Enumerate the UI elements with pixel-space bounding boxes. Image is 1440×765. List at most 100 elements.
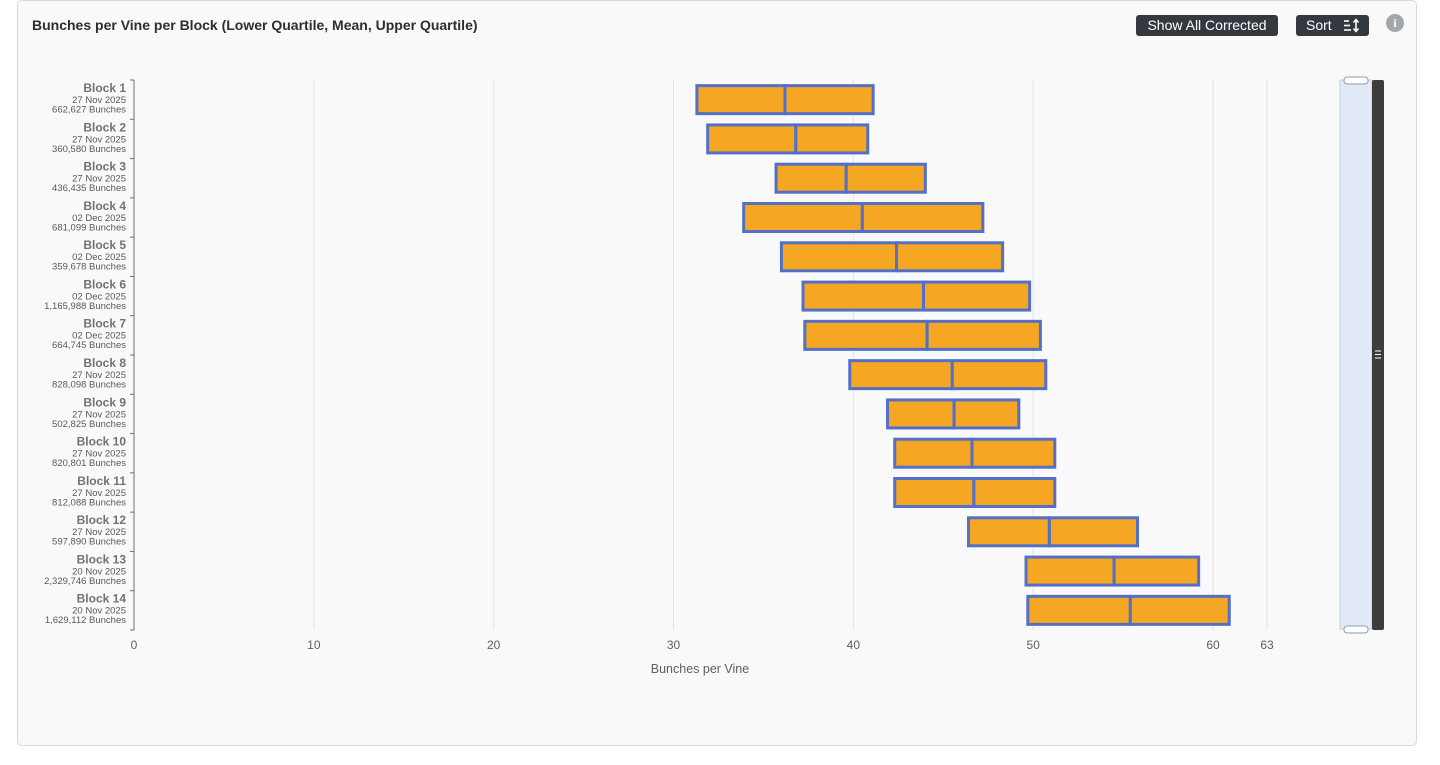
- upper-quartile-segment[interactable]: [1112, 555, 1201, 587]
- category-date: 02 Dec 2025: [72, 331, 126, 342]
- category-label: Block 1: [83, 81, 126, 95]
- category-label: Block 10: [77, 435, 127, 449]
- lower-quartile-segment[interactable]: [893, 437, 974, 469]
- upper-quartile-segment[interactable]: [972, 477, 1057, 508]
- category-date: 02 Dec 2025: [72, 291, 126, 302]
- upper-quartile-segment[interactable]: [794, 123, 870, 155]
- category-bunches: 359,678 Bunches: [52, 262, 126, 273]
- range-bar[interactable]: [774, 162, 927, 194]
- x-tick-label: 20: [487, 638, 501, 652]
- lower-quartile-segment[interactable]: [803, 319, 929, 351]
- chart-title: Bunches per Vine per Block (Lower Quarti…: [32, 17, 478, 33]
- range-bar[interactable]: [706, 123, 870, 155]
- grip-icon[interactable]: [1375, 350, 1381, 359]
- category-bunches: 1,629,112 Bunches: [45, 615, 126, 626]
- x-tick-label: 63: [1260, 638, 1274, 652]
- upper-quartile-segment[interactable]: [950, 359, 1048, 391]
- lower-quartile-segment[interactable]: [779, 241, 899, 273]
- upper-quartile-segment[interactable]: [860, 202, 985, 233]
- range-bar[interactable]: [1026, 594, 1231, 626]
- category-label: Block 7: [83, 317, 126, 331]
- sort-icon: [1344, 18, 1360, 33]
- category-date: 27 Nov 2025: [72, 488, 126, 499]
- range-bar[interactable]: [803, 319, 1042, 351]
- range-bar[interactable]: [886, 398, 1021, 430]
- lower-quartile-segment[interactable]: [742, 202, 864, 233]
- info-icon[interactable]: i: [1386, 14, 1404, 32]
- category-date: 27 Nov 2025: [72, 174, 126, 185]
- category-bunches: 502,825 Bunches: [52, 419, 126, 430]
- category-bunches: 597,890 Bunches: [52, 537, 126, 548]
- range-bar[interactable]: [966, 516, 1140, 548]
- category-date: 02 Dec 2025: [72, 252, 126, 263]
- category-bunches: 1,165,988 Bunches: [44, 301, 126, 312]
- category-date: 02 Dec 2025: [72, 213, 126, 224]
- category-date: 27 Nov 2025: [72, 449, 126, 460]
- upper-quartile-segment[interactable]: [1128, 594, 1231, 626]
- category-date: 20 Nov 2025: [72, 606, 126, 617]
- category-label: Block 6: [83, 277, 126, 291]
- x-axis-ticks: 0 10 20 30 40 50 60 63: [131, 638, 1274, 652]
- category-bunches: 664,745 Bunches: [52, 340, 126, 351]
- upper-quartile-segment[interactable]: [922, 280, 1032, 312]
- lower-quartile-segment[interactable]: [893, 477, 976, 508]
- lower-quartile-segment[interactable]: [774, 162, 848, 194]
- upper-quartile-segment[interactable]: [952, 398, 1021, 430]
- navigator-bottom-handle[interactable]: [1343, 625, 1369, 634]
- category-label: Block 12: [77, 513, 127, 527]
- range-bar[interactable]: [695, 84, 875, 116]
- show-all-corrected-button[interactable]: Show All Corrected: [1136, 15, 1278, 36]
- x-tick-label: 60: [1206, 638, 1220, 652]
- grid-lines: [313, 80, 1268, 630]
- category-date: 27 Nov 2025: [72, 527, 126, 538]
- upper-quartile-segment[interactable]: [970, 437, 1057, 469]
- lower-quartile-segment[interactable]: [706, 123, 798, 155]
- navigator-window[interactable]: [1339, 79, 1373, 630]
- upper-quartile-segment[interactable]: [783, 84, 875, 116]
- bars: [695, 84, 1231, 626]
- upper-quartile-segment[interactable]: [1047, 516, 1140, 548]
- range-bar[interactable]: [779, 241, 1005, 273]
- range-navigator[interactable]: [1339, 76, 1384, 634]
- x-tick-label: 50: [1027, 638, 1041, 652]
- category-label: Block 8: [83, 356, 126, 370]
- category-label: Block 5: [83, 238, 126, 252]
- range-bar[interactable]: [893, 477, 1057, 508]
- category-label: Block 11: [77, 474, 126, 488]
- range-bar[interactable]: [1024, 555, 1201, 587]
- lower-quartile-segment[interactable]: [1026, 594, 1132, 626]
- upper-quartile-segment[interactable]: [844, 162, 927, 194]
- sort-button[interactable]: Sort: [1296, 15, 1369, 36]
- category-bunches: 2,329,746 Bunches: [44, 576, 126, 587]
- sort-button-label: Sort: [1306, 17, 1332, 33]
- navigator-top-handle[interactable]: [1343, 76, 1369, 85]
- lower-quartile-segment[interactable]: [848, 359, 954, 391]
- category-bunches: 828,098 Bunches: [52, 380, 126, 391]
- range-bar[interactable]: [742, 202, 985, 233]
- range-bar[interactable]: [893, 437, 1057, 469]
- category-bunches: 662,627 Bunches: [52, 105, 126, 116]
- lower-quartile-segment[interactable]: [886, 398, 956, 430]
- lower-quartile-segment[interactable]: [966, 516, 1051, 548]
- lower-quartile-segment[interactable]: [1024, 555, 1116, 587]
- category-bunches: 820,801 Bunches: [52, 458, 126, 469]
- range-bar[interactable]: [801, 280, 1032, 312]
- upper-quartile-segment[interactable]: [895, 241, 1005, 273]
- x-tick-label: 0: [131, 638, 138, 652]
- category-date: 20 Nov 2025: [72, 566, 126, 577]
- category-label: Block 3: [83, 160, 126, 174]
- x-axis-title: Bunches per Vine: [651, 662, 749, 676]
- category-label: Block 13: [77, 552, 127, 566]
- category-bunches: 812,088 Bunches: [52, 497, 126, 508]
- category-label: Block 9: [83, 395, 126, 409]
- x-tick-label: 40: [847, 638, 861, 652]
- x-tick-label: 30: [667, 638, 681, 652]
- lower-quartile-segment[interactable]: [695, 84, 787, 116]
- lower-quartile-segment[interactable]: [801, 280, 926, 312]
- category-date: 27 Nov 2025: [72, 370, 126, 381]
- category-bunches: 681,099 Bunches: [52, 222, 126, 233]
- upper-quartile-segment[interactable]: [925, 319, 1042, 351]
- range-bar[interactable]: [848, 359, 1048, 391]
